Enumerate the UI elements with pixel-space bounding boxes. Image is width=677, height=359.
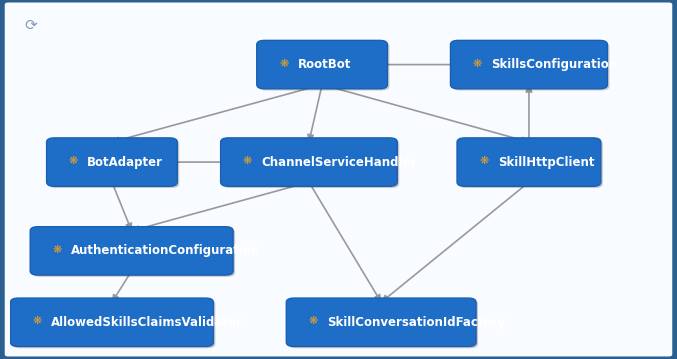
FancyBboxPatch shape bbox=[459, 140, 603, 188]
FancyBboxPatch shape bbox=[288, 300, 478, 348]
FancyBboxPatch shape bbox=[286, 298, 476, 346]
Text: SkillConversationIdFactory: SkillConversationIdFactory bbox=[327, 316, 505, 329]
Text: ❋: ❋ bbox=[479, 156, 489, 166]
Text: ❋: ❋ bbox=[279, 59, 288, 69]
FancyBboxPatch shape bbox=[12, 300, 215, 348]
Text: ❋: ❋ bbox=[69, 156, 79, 166]
Text: ⟳: ⟳ bbox=[24, 18, 37, 33]
FancyBboxPatch shape bbox=[30, 227, 233, 275]
Text: ChannelServiceHandler: ChannelServiceHandler bbox=[261, 155, 417, 169]
FancyBboxPatch shape bbox=[221, 138, 397, 186]
Text: AllowedSkillsClaimsValidator: AllowedSkillsClaimsValidator bbox=[51, 316, 243, 329]
Text: ❋: ❋ bbox=[32, 316, 42, 326]
FancyBboxPatch shape bbox=[452, 42, 609, 90]
Text: RootBot: RootBot bbox=[297, 58, 351, 71]
Text: ❋: ❋ bbox=[53, 245, 62, 255]
FancyBboxPatch shape bbox=[223, 140, 399, 188]
FancyBboxPatch shape bbox=[49, 140, 179, 188]
FancyBboxPatch shape bbox=[257, 40, 387, 89]
Text: SkillsConfiguration: SkillsConfiguration bbox=[492, 58, 617, 71]
Text: SkillHttpClient: SkillHttpClient bbox=[498, 155, 594, 169]
Text: ❋: ❋ bbox=[243, 156, 253, 166]
Text: AuthenticationConfiguration: AuthenticationConfiguration bbox=[71, 244, 260, 257]
FancyBboxPatch shape bbox=[457, 138, 601, 186]
FancyBboxPatch shape bbox=[259, 42, 389, 90]
FancyBboxPatch shape bbox=[450, 40, 607, 89]
FancyBboxPatch shape bbox=[32, 228, 235, 277]
Text: ❋: ❋ bbox=[309, 316, 318, 326]
Text: BotAdapter: BotAdapter bbox=[87, 155, 163, 169]
FancyBboxPatch shape bbox=[10, 298, 213, 346]
FancyBboxPatch shape bbox=[47, 138, 177, 186]
Text: ❋: ❋ bbox=[473, 59, 482, 69]
